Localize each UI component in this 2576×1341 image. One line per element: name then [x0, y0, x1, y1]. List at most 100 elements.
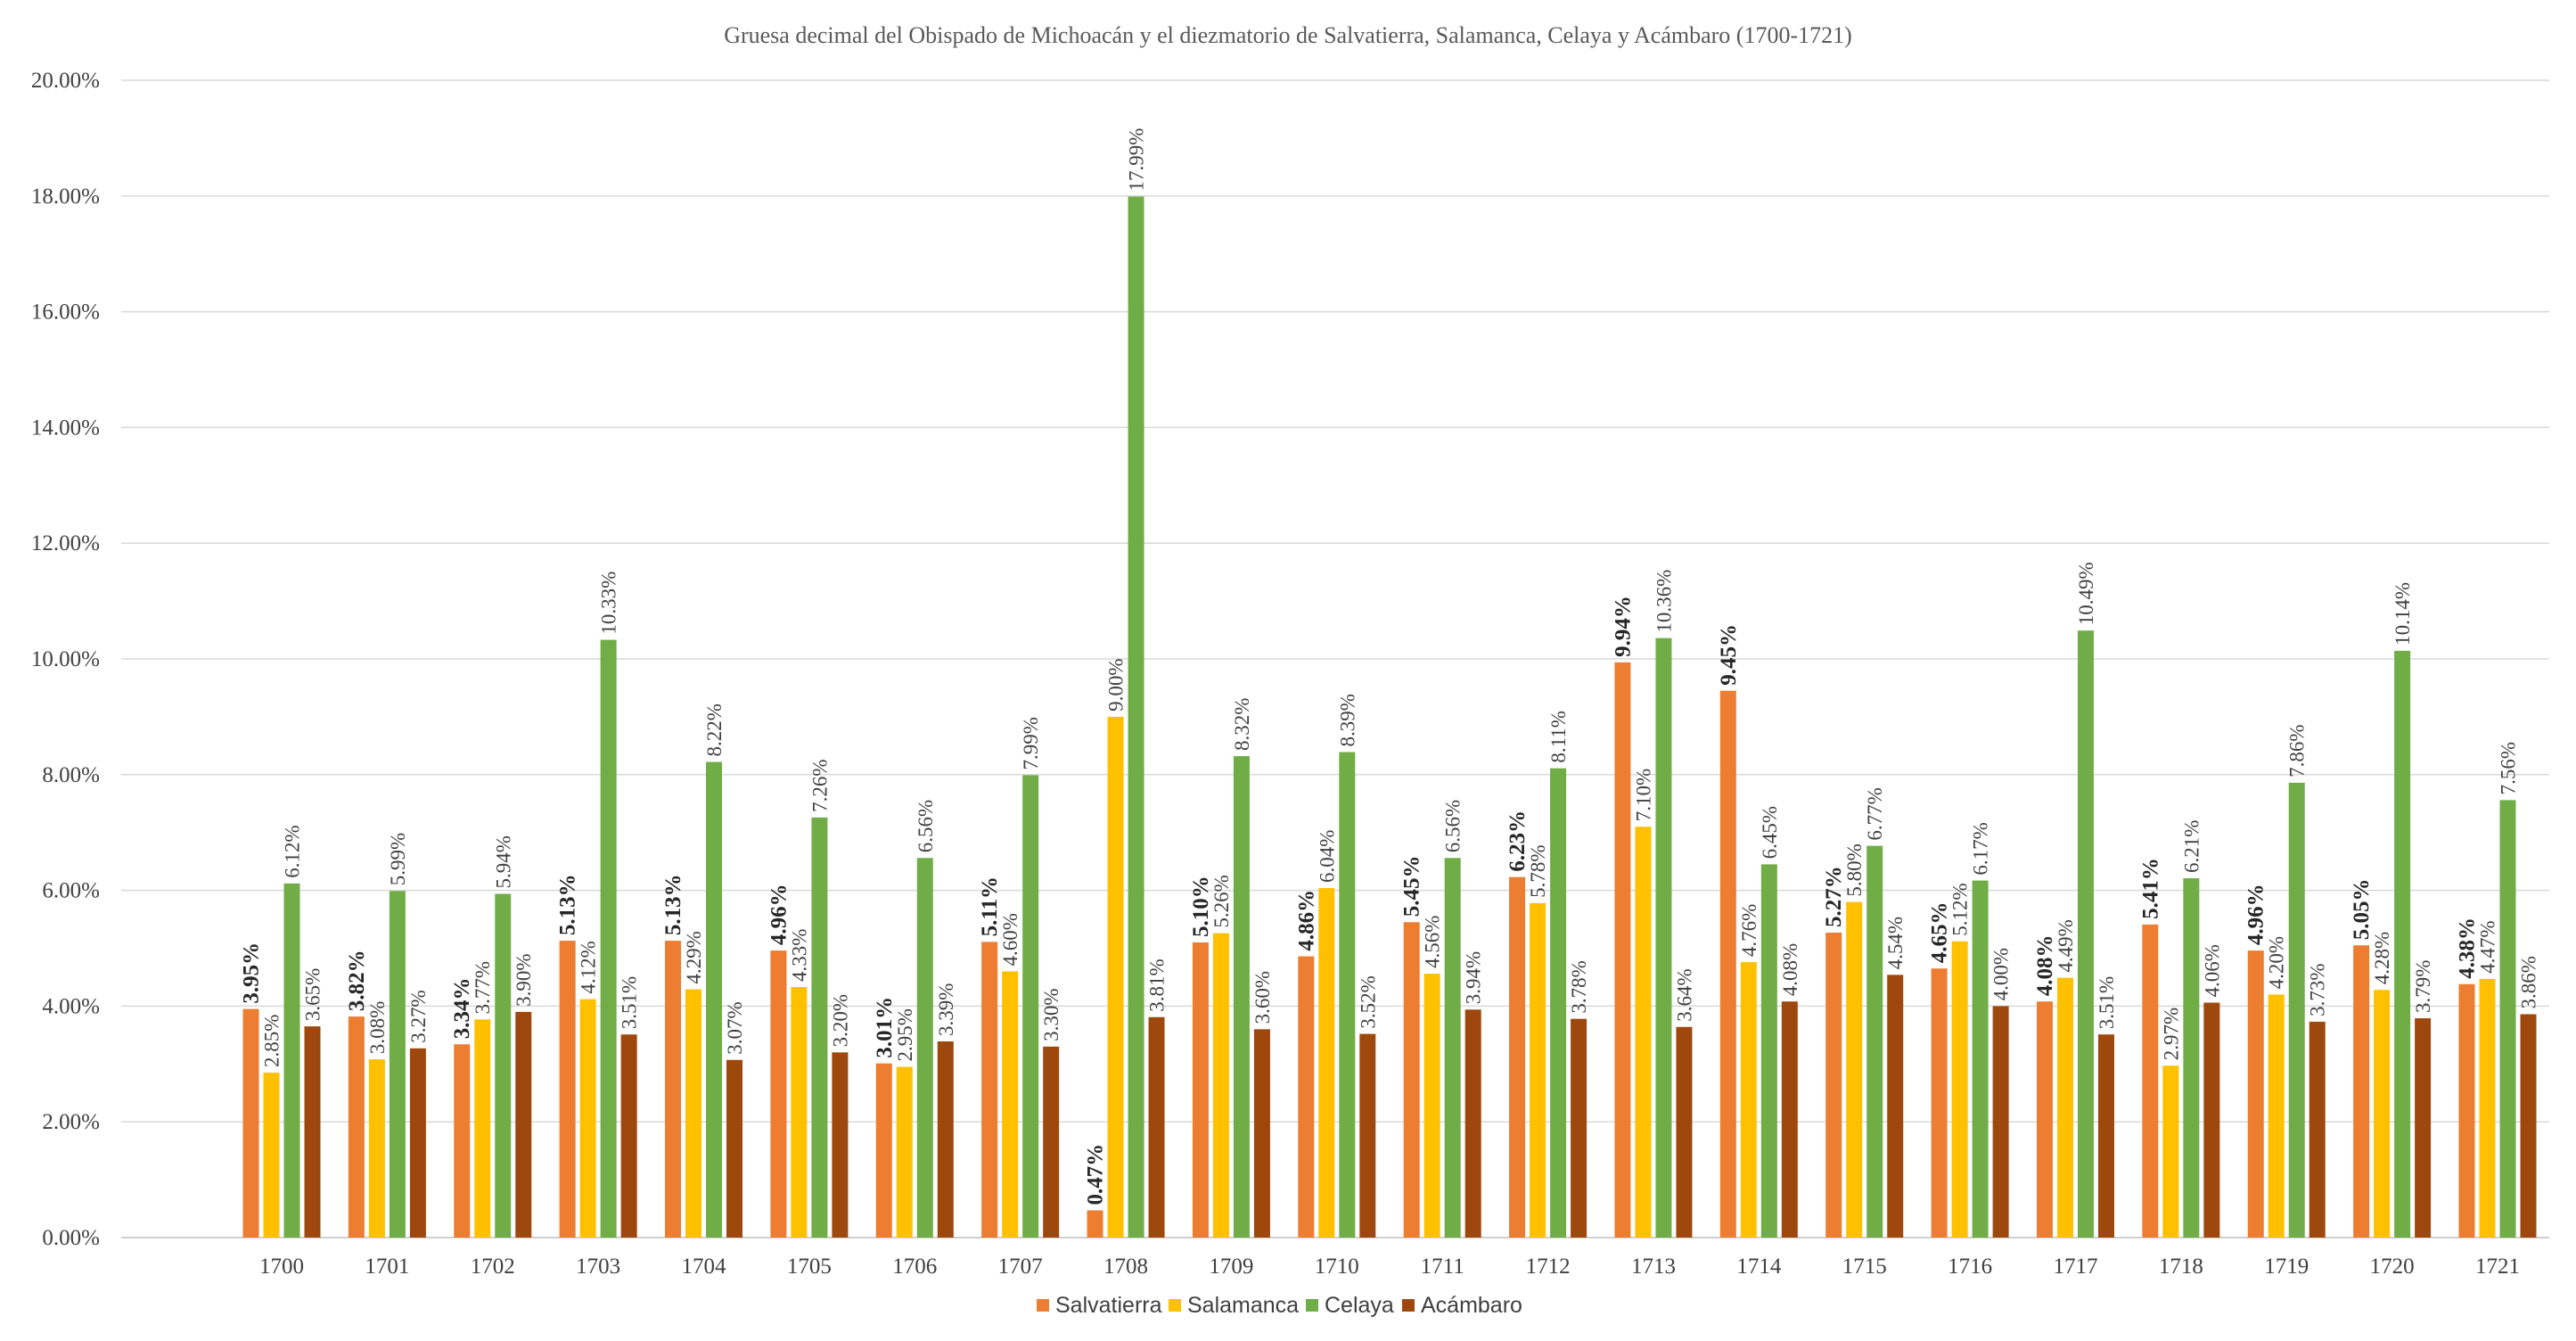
- bar-acmbaro-1711: [1464, 1009, 1481, 1238]
- data-label: 4.65%: [1928, 901, 1952, 963]
- data-label: 4.06%: [2201, 944, 2223, 997]
- bar-acmbaro-1704: [726, 1059, 743, 1238]
- bar-acmbaro-1708: [1148, 1016, 1165, 1238]
- bar-salvatierra-1700: [242, 1008, 259, 1238]
- bar-acmbaro-1706: [937, 1041, 954, 1238]
- data-label: 4.96%: [2244, 884, 2268, 945]
- bar-salamanca-1708: [1107, 716, 1124, 1238]
- bar-celaya-1714: [1760, 864, 1777, 1238]
- data-label: 10.14%: [2391, 582, 2414, 646]
- data-label: 3.51%: [2096, 976, 2118, 1029]
- bar-salvatierra-1721: [2458, 983, 2475, 1238]
- x-tick-label: 1711: [1421, 1255, 1464, 1279]
- bar-salamanca-1721: [2479, 978, 2496, 1238]
- data-label: 9.94%: [1611, 596, 1635, 657]
- data-label: 3.51%: [619, 976, 641, 1029]
- data-label: 3.94%: [1463, 951, 1485, 1004]
- bar-celaya-1700: [283, 883, 300, 1238]
- data-label: 5.26%: [1210, 875, 1233, 927]
- data-label: 2.97%: [2160, 1008, 2182, 1060]
- y-tick-label: 16.00%: [31, 300, 100, 325]
- bar-celaya-1701: [389, 891, 406, 1238]
- bar-salvatierra-1702: [454, 1044, 471, 1238]
- data-label: 4.96%: [767, 884, 791, 945]
- x-tick-label: 1709: [1209, 1255, 1253, 1279]
- bar-salvatierra-1713: [1614, 662, 1631, 1238]
- x-tick-label: 1703: [576, 1255, 620, 1279]
- data-label: 10.36%: [1653, 570, 1675, 633]
- x-tick-label: 1704: [682, 1255, 727, 1279]
- bar-acmbaro-1710: [1359, 1033, 1376, 1238]
- legend-label: Acámbaro: [1421, 1293, 1522, 1318]
- bar-acmbaro-1709: [1253, 1029, 1270, 1238]
- data-label: 10.33%: [598, 572, 620, 635]
- y-tick-label: 6.00%: [42, 879, 100, 903]
- data-label: 5.10%: [1189, 876, 1213, 937]
- data-label: 3.65%: [302, 968, 324, 1021]
- data-label: 5.99%: [387, 833, 409, 885]
- bar-salvatierra-1715: [1825, 932, 1842, 1238]
- legend-label: Salvatierra: [1055, 1293, 1162, 1318]
- data-label: 7.86%: [2286, 724, 2309, 777]
- bar-salamanca-1717: [2056, 977, 2073, 1238]
- data-label: 4.08%: [1779, 943, 1801, 996]
- data-label: 5.12%: [1949, 883, 1972, 935]
- data-label: 3.90%: [513, 953, 535, 1006]
- legend-label: Salamanca: [1187, 1293, 1299, 1318]
- data-label: 3.79%: [2412, 960, 2434, 1013]
- bar-celaya-1705: [811, 817, 828, 1238]
- data-label: 7.26%: [808, 759, 831, 811]
- bar-acmbaro-1718: [2203, 1002, 2220, 1238]
- x-axis-category-labels: 1700 1701 1702 1703 1704 1705 1706 1707 1708 1709…: [259, 1255, 2520, 1279]
- x-tick-label: 1707: [998, 1255, 1043, 1279]
- bar-celaya-1720: [2394, 650, 2411, 1238]
- data-label: 3.73%: [2307, 964, 2329, 1016]
- data-label: 6.17%: [1970, 822, 1992, 875]
- bar-salamanca-1716: [1951, 941, 1968, 1238]
- bar-salamanca-1711: [1423, 974, 1440, 1238]
- bar-salamanca-1704: [685, 989, 702, 1238]
- data-label: 5.45%: [1400, 856, 1424, 917]
- data-label: 4.08%: [2033, 934, 2057, 996]
- bar-acmbaro-1720: [2415, 1018, 2432, 1238]
- bar-salamanca-1720: [2374, 990, 2391, 1238]
- data-label: 6.23%: [1505, 810, 1530, 872]
- bar-acmbaro-1715: [1887, 975, 1904, 1238]
- data-label: 7.99%: [1020, 717, 1042, 769]
- data-label: 8.32%: [1231, 698, 1253, 751]
- bar-salamanca-1701: [368, 1059, 385, 1238]
- bar-salvatierra-1705: [770, 950, 787, 1238]
- bar-salvatierra-1717: [2036, 1001, 2053, 1238]
- data-label: 4.86%: [1294, 890, 1318, 951]
- data-label: 5.27%: [1822, 866, 1846, 927]
- data-label: 3.07%: [724, 1001, 746, 1054]
- bar-salamanca-1700: [263, 1073, 280, 1238]
- bar-salamanca-1702: [474, 1019, 491, 1238]
- bar-celaya-1712: [1550, 768, 1567, 1238]
- bar-acmbaro-1707: [1043, 1046, 1060, 1238]
- data-label: 4.29%: [683, 931, 705, 983]
- y-tick-label: 12.00%: [31, 531, 100, 555]
- bar-salamanca-1706: [896, 1066, 913, 1238]
- bar-celaya-1707: [1022, 775, 1039, 1238]
- data-label: 2.85%: [261, 1015, 283, 1067]
- bar-salvatierra-1709: [1192, 942, 1209, 1238]
- bar-celaya-1708: [1128, 196, 1144, 1238]
- data-label: 3.08%: [366, 1001, 389, 1054]
- bar-salvatierra-1720: [2353, 945, 2370, 1238]
- bar-salvatierra-1710: [1298, 956, 1315, 1238]
- bar-acmbaro-1719: [2309, 1021, 2326, 1238]
- bar-salvatierra-1712: [1509, 876, 1526, 1238]
- bar-celaya-1704: [706, 761, 723, 1238]
- bar-celaya-1717: [2077, 630, 2094, 1238]
- y-tick-label: 4.00%: [42, 994, 100, 1018]
- bar-salvatierra-1706: [875, 1063, 892, 1238]
- data-label: 4.28%: [2371, 932, 2393, 984]
- x-tick-label: 1715: [1842, 1255, 1887, 1279]
- x-tick-label: 1720: [2370, 1255, 2415, 1279]
- y-tick-label: 8.00%: [42, 763, 100, 787]
- bar-celaya-1716: [1972, 880, 1989, 1238]
- data-label: 3.52%: [1357, 975, 1379, 1028]
- data-label: 3.81%: [1146, 958, 1169, 1011]
